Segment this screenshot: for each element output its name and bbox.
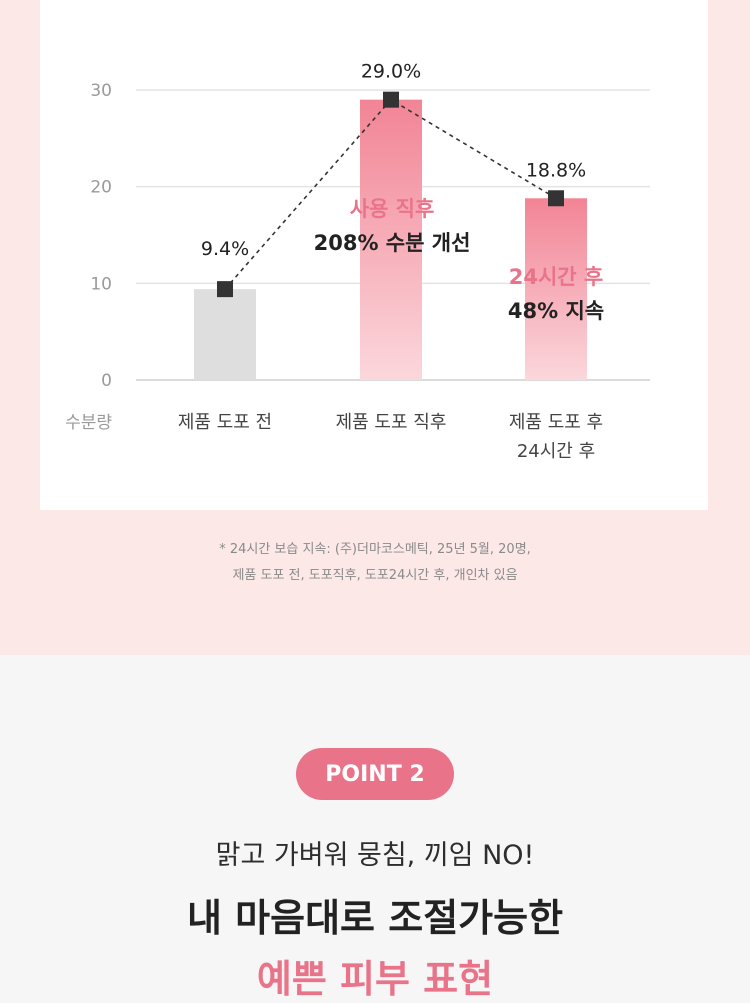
annotation-text: 208% 수분 개선 bbox=[314, 231, 471, 255]
point-section: POINT 2 맑고 가벼워 뭉침, 끼임 NO! 내 마음대로 조절가능한 예… bbox=[0, 655, 750, 1001]
annotation-highlight: 24시간 후 bbox=[509, 265, 604, 289]
data-point-marker bbox=[217, 281, 233, 298]
point-accent-title: 예쁜 피부 표현 bbox=[256, 957, 494, 1001]
point-title: 내 마음대로 조절가능한 bbox=[186, 896, 564, 940]
annotation-text: 48% 지속 bbox=[508, 299, 604, 323]
x-tick-label: 제품 도포 전 bbox=[178, 412, 272, 433]
bar bbox=[360, 99, 422, 381]
y-tick-label: 30 bbox=[90, 81, 112, 101]
moisture-chart: 0 10 20 30 9.4% 29.0% 18.8% 사용 직후 208% 수분 개선 24시간… bbox=[65, 61, 650, 462]
y-tick-label: 0 bbox=[101, 371, 112, 391]
data-label: 18.8% bbox=[526, 159, 586, 181]
data-label: 29.0% bbox=[361, 61, 421, 83]
point-badge: POINT 2 bbox=[296, 748, 454, 800]
x-tick-label: 제품 도포 후 24시간 후 bbox=[509, 412, 603, 462]
point-subtitle: 맑고 가벼워 뭉침, 끼임 NO! bbox=[215, 840, 535, 871]
footnote-line-2: 제품 도포 전, 도포직후, 도포24시간 후, 개인차 있음 bbox=[232, 568, 518, 583]
footnote-line-1: * 24시간 보습 지속: (주)더마코스메틱, 25년 5월, 20명, bbox=[219, 542, 531, 557]
annotation-highlight: 사용 직후 bbox=[350, 197, 435, 221]
data-point-marker bbox=[548, 190, 564, 207]
bar bbox=[194, 289, 256, 380]
bar bbox=[525, 198, 587, 380]
chart-card: 0 10 20 30 9.4% 29.0% 18.8% 사용 직후 208% 수분 개선 24시간… bbox=[40, 0, 708, 510]
x-tick-label: 제품 도포 직후 bbox=[336, 412, 447, 433]
y-tick-label: 10 bbox=[90, 274, 112, 294]
data-label: 9.4% bbox=[201, 238, 249, 260]
y-tick-label: 20 bbox=[90, 178, 112, 198]
chart-section: 0 10 20 30 9.4% 29.0% 18.8% 사용 직후 208% 수분 개선 24시간… bbox=[0, 0, 750, 655]
data-point-marker bbox=[383, 91, 399, 108]
y-axis-label: 수분량 bbox=[65, 413, 112, 433]
